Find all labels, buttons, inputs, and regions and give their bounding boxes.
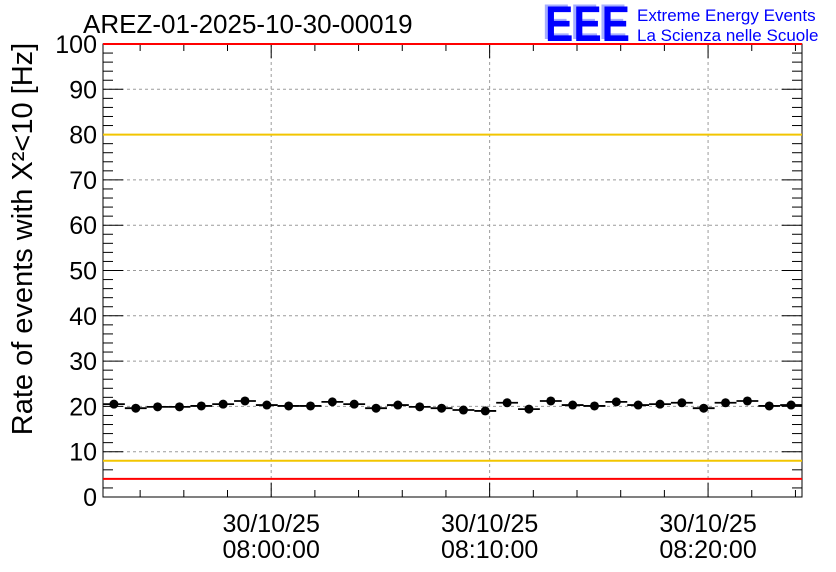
x-tick-label-date: 30/10/25	[441, 510, 538, 538]
reference-lines	[103, 43, 802, 480]
x-tick-label-time: 08:20:00	[659, 536, 756, 564]
x-tick-label-time: 08:10:00	[441, 536, 538, 564]
data-point	[131, 403, 141, 413]
data-point	[371, 403, 381, 413]
data-point	[284, 401, 294, 411]
y-tick-label: 30	[69, 348, 97, 376]
data-point	[262, 400, 272, 410]
data-point	[153, 402, 163, 412]
logo-line-extreme-energy-events: Extreme Energy Events	[637, 6, 816, 25]
y-tick-label: 40	[69, 303, 97, 331]
data-point	[480, 406, 490, 416]
data-point	[306, 401, 316, 411]
x-tick-label-date: 30/10/25	[223, 510, 320, 538]
data-point	[633, 400, 643, 410]
y-tick-label: 10	[69, 439, 97, 467]
eee-logo-mark-shadow: EEE	[542, 0, 627, 50]
data-point	[742, 396, 752, 406]
chart-title: AREZ-01-2025-10-30-00019	[83, 9, 413, 39]
data-point	[240, 396, 250, 406]
axis-ticks	[103, 43, 802, 498]
y-tick-label: 80	[69, 122, 97, 150]
y-axis-label: Rate of events with X²<10 [Hz]	[7, 43, 39, 436]
y-tick-label: 0	[83, 484, 97, 512]
data-series	[103, 396, 802, 416]
data-point	[174, 402, 184, 412]
data-point	[218, 399, 228, 409]
y-tick-label: 50	[69, 258, 97, 286]
axis-tick-labels: 010203040506070809010030/10/2508:00:0030…	[55, 31, 756, 564]
data-point	[415, 402, 425, 412]
logo-line-la-scienza-nelle-scuole: La Scienza nelle Scuole	[637, 26, 818, 45]
data-point	[589, 401, 599, 411]
x-tick-label-time: 08:00:00	[223, 536, 320, 564]
y-tick-label: 60	[69, 212, 97, 240]
y-tick-label: 100	[55, 31, 97, 59]
data-point	[458, 405, 468, 415]
data-point	[502, 398, 512, 408]
data-point	[611, 397, 621, 407]
y-tick-label: 90	[69, 76, 97, 104]
data-point	[437, 403, 447, 413]
data-point	[764, 401, 774, 411]
data-point	[677, 398, 687, 408]
data-point	[655, 399, 665, 409]
data-point	[546, 396, 556, 406]
data-point	[524, 404, 534, 414]
data-point	[721, 398, 731, 408]
data-point	[327, 397, 337, 407]
data-point	[699, 403, 709, 413]
data-point	[196, 401, 206, 411]
y-tick-label: 20	[69, 393, 97, 421]
data-point	[786, 400, 796, 410]
data-point	[393, 400, 403, 410]
x-tick-label-date: 30/10/25	[659, 510, 756, 538]
data-point	[568, 400, 578, 410]
data-point	[349, 399, 359, 409]
y-tick-label: 70	[69, 167, 97, 195]
eee-logo: EEE EEE Extreme Energy Events La Scienza…	[542, 0, 818, 52]
data-point	[109, 399, 119, 409]
